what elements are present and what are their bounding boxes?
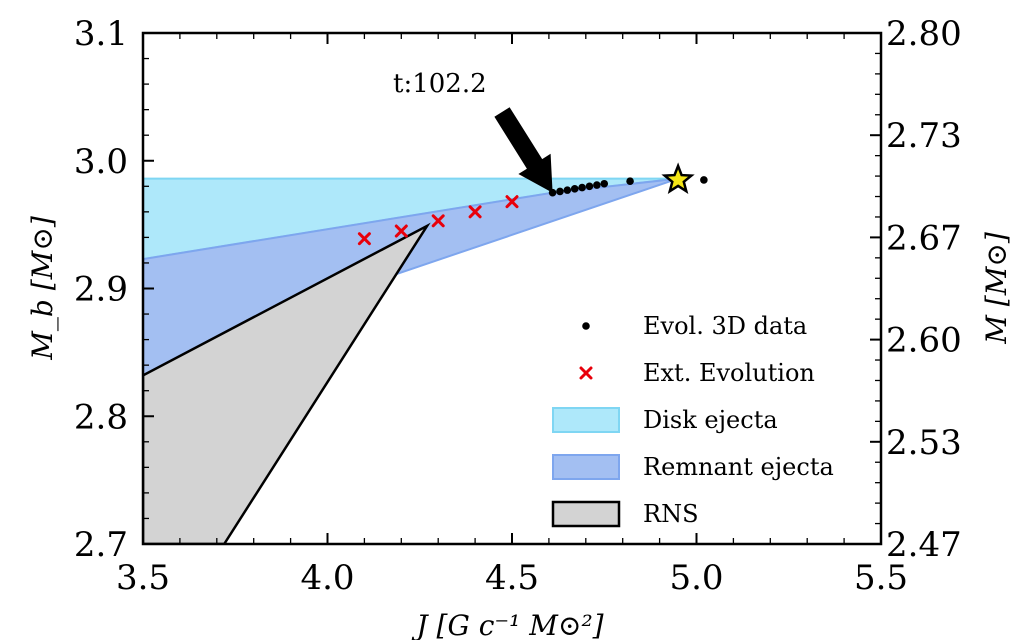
regions-layer — [143, 177, 679, 544]
y-right-tick-label: 2.47 — [886, 525, 962, 565]
data-point — [626, 177, 634, 185]
x-tick-label: 5.0 — [669, 558, 723, 598]
y-axis-label: M_b [M⊙] — [26, 216, 59, 361]
data-point — [556, 187, 564, 196]
data-point — [600, 179, 609, 188]
ext-evolution-point — [468, 205, 482, 219]
ext-evolution-point — [357, 232, 371, 246]
axes-layer: 3.5 4.0 4.5 5.0 5.5 2.7 2.8 2.9 3.0 3.1 2.47 2.53 2.… — [26, 14, 1013, 640]
data-point — [593, 181, 601, 189]
legend-swatch-remnant-ejecta — [552, 454, 620, 480]
y-tick-label: 2.8 — [74, 397, 128, 437]
ext-evolution-point — [505, 195, 519, 209]
annotation-label: t:102.2 — [393, 69, 487, 99]
data-point — [563, 186, 572, 194]
legend-label-rns: RNS — [643, 500, 699, 528]
data-point — [570, 185, 579, 193]
y-tick-label: 2.9 — [74, 270, 128, 310]
y-right-tick-label: 2.73 — [886, 116, 962, 156]
star-marker — [661, 162, 695, 195]
data-point — [585, 182, 594, 191]
x-axis-label: J [G c⁻¹ M⊙²] — [411, 609, 603, 640]
legend-label-remnant-ejecta: Remnant ejecta — [643, 453, 834, 481]
legend-label-evol-3d-data: Evol. 3D data — [643, 312, 807, 340]
legend-swatch-disk-ejecta — [552, 407, 620, 433]
y-tick-label: 3.1 — [74, 14, 128, 54]
legend: Evol. 3D data Ext. Evolution Disk ejecta Re… — [551, 312, 834, 528]
data-point — [700, 176, 708, 184]
legend-label-ext-evolution: Ext. Evolution — [643, 359, 815, 387]
x-tick-label: 3.5 — [116, 558, 170, 598]
legend-swatch-rns — [551, 500, 621, 528]
y-right-tick-label: 2.60 — [886, 321, 962, 361]
series-layer — [357, 162, 708, 246]
data-point — [578, 183, 586, 192]
y-right-tick-label: 2.53 — [886, 423, 962, 463]
y-right-tick-label: 2.67 — [886, 218, 962, 258]
y-tick-label: 2.7 — [74, 525, 128, 565]
legend-label-disk-ejecta: Disk ejecta — [643, 406, 778, 434]
y-right-tick-label: 2.80 — [886, 14, 962, 54]
x-tick-label: 5.5 — [854, 558, 908, 598]
annotation-layer: t:102.2 — [393, 69, 553, 193]
ext-evolution-point — [431, 214, 445, 228]
x-tick-label: 4.0 — [300, 558, 354, 598]
annotation-arrow — [494, 107, 553, 193]
region-remnant-ejecta — [143, 177, 679, 377]
y-axis-label-right: M [M⊙] — [980, 232, 1013, 345]
x-tick-label: 4.5 — [485, 558, 539, 598]
y-tick-label: 3.0 — [74, 142, 128, 182]
legend-marker-dot — [582, 322, 590, 330]
region-rns — [143, 222, 431, 544]
ext-evolution-point — [394, 224, 408, 238]
legend-marker-x — [579, 366, 593, 380]
